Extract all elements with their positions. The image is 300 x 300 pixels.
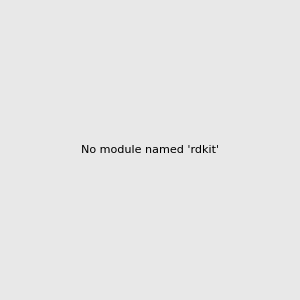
Text: No module named 'rdkit': No module named 'rdkit' [81,145,219,155]
